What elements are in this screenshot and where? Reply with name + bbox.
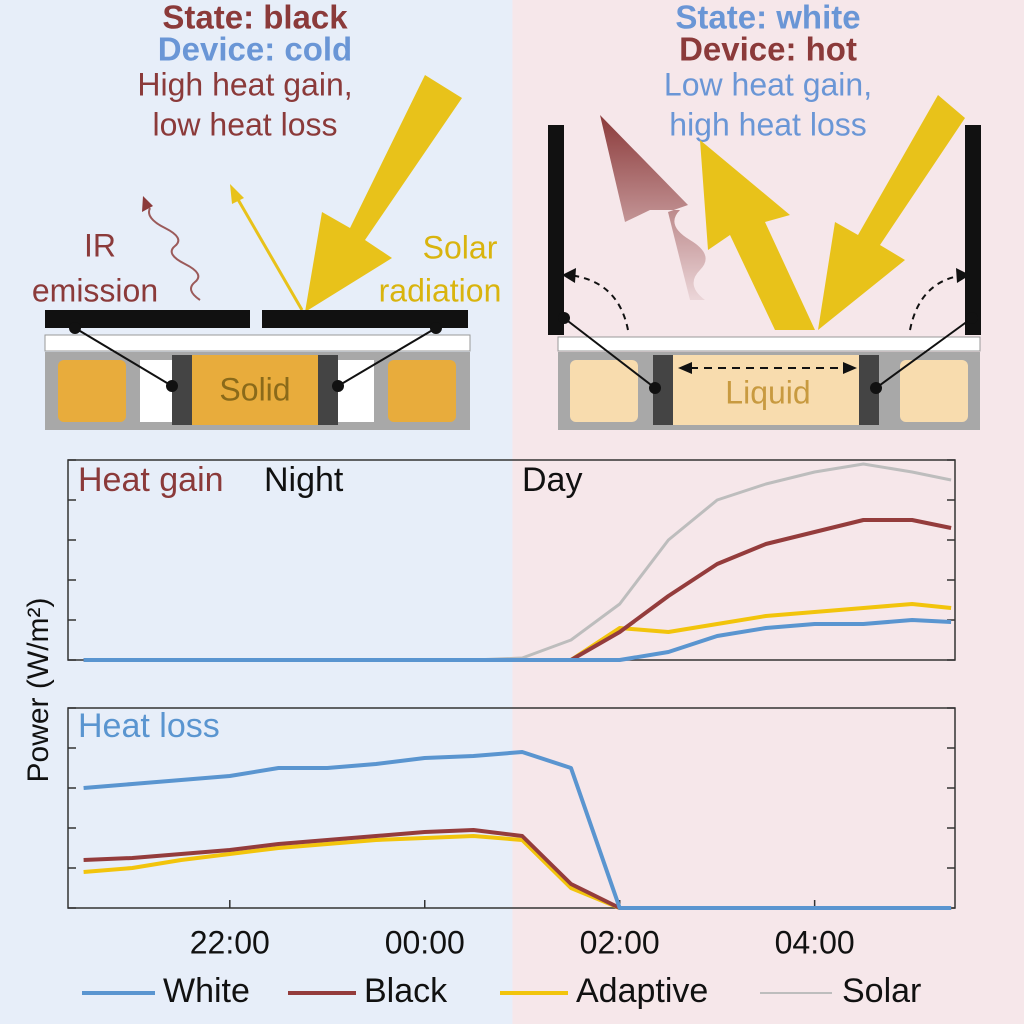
ir-label: IR: [84, 227, 116, 263]
summary: High heat gain,: [137, 66, 352, 102]
solar-label: radiation: [379, 272, 502, 308]
device-label: Device: cold: [158, 31, 352, 68]
annotation: Day: [522, 461, 582, 499]
x-tick-label: 02:00: [580, 924, 660, 960]
pivot: [649, 382, 661, 394]
cell: [900, 360, 968, 422]
phase-label: Liquid: [725, 374, 810, 410]
cell: [338, 360, 374, 422]
arrow-head: [843, 362, 857, 374]
pivot: [966, 312, 978, 324]
solar-arrow: [818, 95, 965, 330]
summary: high heat loss: [669, 106, 866, 142]
plate: [965, 125, 981, 335]
legend: White Black Adaptive Solar: [82, 972, 921, 1010]
plate: [262, 310, 468, 328]
plate: [548, 125, 564, 335]
pivot: [430, 322, 442, 334]
arrow-head: [562, 268, 576, 283]
right-diagram: State: white Device: hot Low heat gain, …: [548, 0, 981, 430]
pivot: [332, 380, 344, 392]
legend-label: White: [163, 972, 250, 1010]
wall: [318, 355, 338, 425]
link: [563, 317, 656, 389]
series-line: [83, 618, 952, 662]
state-label: State: black: [162, 0, 348, 36]
white-bar: [557, 336, 981, 352]
ir-wave: [148, 207, 201, 301]
pivot: [558, 312, 570, 324]
link: [875, 317, 973, 389]
ir-label: emission: [32, 272, 158, 308]
ir-arrow: [600, 115, 706, 300]
pivot: [69, 322, 81, 334]
white-bar: [44, 334, 471, 352]
charts: 22:00 00:00 02:00 04:00: [67, 459, 956, 960]
cell: [570, 360, 638, 422]
legend-label: Solar: [842, 972, 921, 1010]
y-axis-label: Power (W/m²): [22, 598, 55, 783]
annotation: Night: [264, 461, 344, 499]
legend-label: Adaptive: [576, 972, 708, 1010]
cell: [58, 360, 126, 422]
x-tick-label: 22:00: [190, 924, 270, 960]
wall: [859, 355, 879, 425]
solid-cell: [192, 355, 318, 425]
link: [74, 327, 173, 387]
plate: [45, 310, 250, 328]
left-diagram: State: black Device: cold High heat gain…: [32, 0, 502, 430]
arrow-head: [142, 196, 153, 212]
device-label: Device: hot: [679, 31, 857, 68]
plot-frame: [67, 707, 956, 909]
liquid-cell: [673, 355, 859, 425]
phase-label: Solid: [219, 371, 290, 407]
summary: low heat loss: [153, 106, 338, 142]
rotate-arrow: [567, 274, 629, 331]
link: [337, 327, 437, 387]
reflected-arrow: [234, 195, 304, 311]
chart-title: Heat gain: [78, 461, 224, 499]
state-label: State: white: [675, 0, 860, 36]
wall: [172, 355, 192, 425]
chart-title: Heat loss: [78, 707, 220, 745]
series-line: [83, 750, 952, 910]
arrow-head: [956, 268, 970, 283]
summary: Low heat gain,: [664, 66, 872, 102]
pivot: [870, 382, 882, 394]
arrow-head: [678, 362, 692, 374]
reflected-arrow: [700, 140, 815, 330]
day-background: [512, 0, 1024, 1024]
arrow-head: [230, 184, 244, 204]
night-background: [0, 0, 513, 1024]
solar-label: Solar: [423, 229, 498, 265]
wall: [653, 355, 673, 425]
solar-arrow: [305, 75, 462, 312]
pivot: [166, 380, 178, 392]
x-tick-label: 00:00: [385, 924, 465, 960]
legend-label: Black: [364, 972, 448, 1010]
cell: [388, 360, 456, 422]
x-tick-label: 04:00: [775, 924, 855, 960]
